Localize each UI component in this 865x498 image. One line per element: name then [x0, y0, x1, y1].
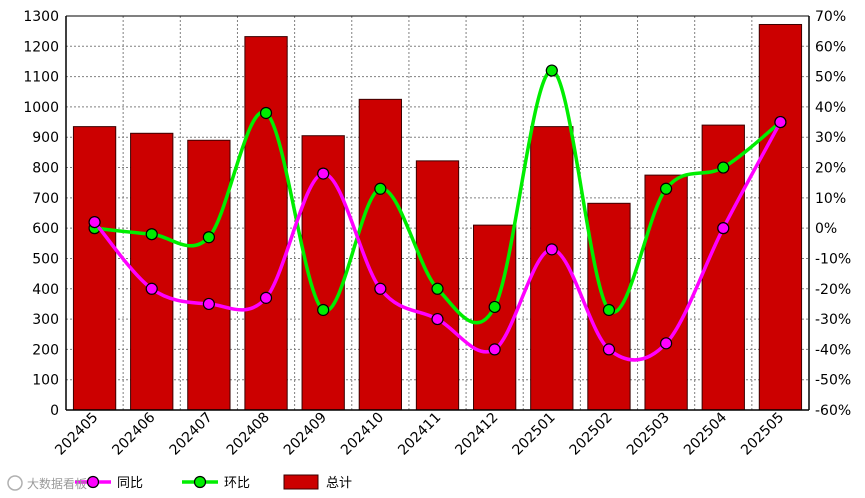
y-right-tick-label: -40%: [815, 342, 851, 358]
x-tick-label: 202407: [167, 410, 216, 459]
mom-point: [602, 303, 616, 317]
mom-line: [94, 68, 782, 325]
legend-label: 同比: [117, 476, 143, 491]
legend-swatch-bar: [283, 474, 319, 490]
y-right-tick-label: -30%: [815, 312, 851, 328]
watermark: 大数据看板: [7, 475, 87, 491]
y-left-tick-label: 200: [32, 342, 59, 358]
watermark-text: 大数据看板: [27, 476, 87, 491]
bar: [130, 132, 174, 411]
yoy-point: [774, 115, 787, 129]
mom-point: [374, 182, 387, 195]
yoy-point: [717, 222, 730, 235]
x-tick-label: 202409: [281, 410, 330, 459]
x-tick-label: 202501: [510, 410, 559, 459]
y-right-tick-label: -50%: [815, 373, 851, 389]
watermark-logo-icon: [7, 475, 23, 491]
y-left-tick-label: 600: [32, 221, 59, 237]
bar: [187, 139, 231, 411]
yoy-point: [202, 297, 215, 311]
bar: [758, 23, 803, 411]
mom-point: [717, 161, 730, 174]
legend-swatch-marker: [193, 475, 207, 489]
bar: [644, 174, 688, 411]
x-tick-label: 202405: [52, 410, 101, 459]
legend: 同比 环比 总计: [75, 474, 352, 491]
mom-point: [660, 182, 673, 195]
y-left-tick-label: 100: [32, 373, 59, 389]
yoy-point: [259, 291, 273, 304]
legend-swatch-marker: [86, 475, 100, 489]
y-right-tick-label: 10%: [815, 191, 846, 207]
y-right-tick-label: -10%: [815, 251, 851, 267]
mom-point: [145, 228, 158, 241]
y-right-tick-label: 40%: [815, 100, 846, 116]
x-tick-label: 202408: [224, 410, 273, 459]
y-right-tick-label: -60%: [815, 403, 851, 419]
yoy-point: [602, 343, 616, 356]
y-left-tick-label: 1300: [23, 9, 59, 25]
y-left-tick-label: 800: [32, 161, 59, 177]
yoy-point: [431, 312, 444, 326]
mom-point: [202, 231, 215, 244]
yoy-point: [145, 282, 158, 295]
y-right-tick-label: 70%: [815, 9, 846, 25]
y-left-tick-label: 1000: [23, 100, 59, 116]
yoy-point: [660, 337, 673, 350]
y-left-tick-label: 0: [50, 403, 59, 419]
mom-point: [317, 303, 330, 317]
bar: [244, 36, 288, 411]
y-left-tick-label: 700: [32, 191, 59, 207]
y-left-tick-label: 500: [32, 251, 59, 267]
y-right-tick-label: 30%: [815, 130, 846, 146]
bar: [530, 126, 574, 411]
mom-point: [545, 64, 558, 77]
x-tick-label: 202410: [338, 410, 387, 459]
mom-point: [259, 106, 273, 120]
x-tick-label: 202412: [452, 410, 501, 459]
line-series: [88, 64, 787, 362]
mom-point: [431, 282, 444, 295]
yoy-point: [488, 343, 501, 356]
y-right-tick-label: 20%: [815, 161, 846, 177]
legend-label: 环比: [224, 476, 250, 491]
x-tick-label: 202411: [395, 410, 444, 459]
y-right-tick-label: 50%: [815, 70, 846, 86]
yoy-point: [374, 282, 387, 295]
y-left-tick-label: 1100: [23, 70, 59, 86]
y-left-tick-label: 400: [32, 282, 59, 298]
mom-point: [488, 300, 501, 314]
yoy-point: [88, 215, 101, 229]
bar: [72, 126, 117, 411]
legend-label: 总计: [326, 476, 352, 491]
y-right-tick-label: 60%: [815, 39, 846, 55]
x-tick-label: 202406: [109, 409, 158, 458]
x-tick-label: 202505: [738, 410, 787, 459]
x-tick-label: 202503: [624, 410, 673, 459]
y-left-tick-label: 300: [32, 312, 59, 328]
y-left-tick-label: 1200: [23, 39, 59, 55]
x-tick-label: 202504: [681, 409, 730, 458]
x-tick-label: 202502: [567, 410, 616, 459]
y-right-tick-label: 0%: [815, 221, 837, 237]
bar-series: [72, 23, 803, 411]
y-right-tick-label: -20%: [815, 282, 851, 298]
yoy-point: [545, 243, 558, 256]
y-left-tick-label: 900: [32, 130, 59, 146]
yoy-point: [317, 167, 330, 180]
